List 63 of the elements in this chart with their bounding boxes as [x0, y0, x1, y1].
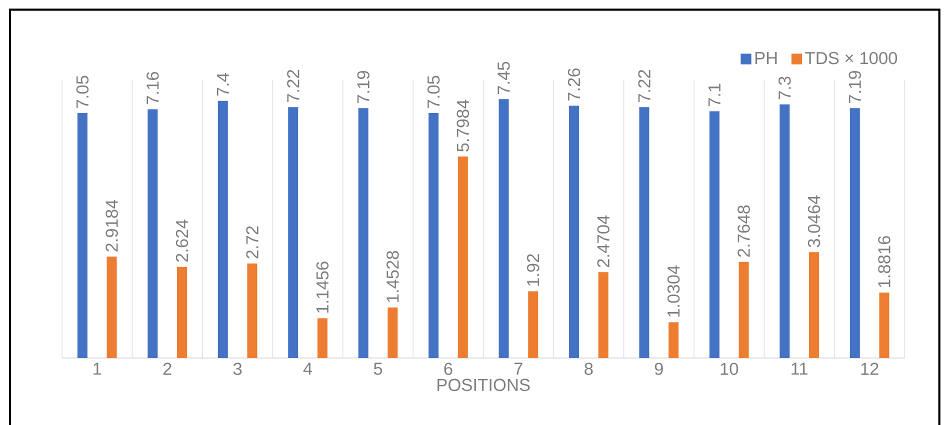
- data-label: 1.1456: [316, 262, 329, 313]
- legend-label: PH: [755, 52, 777, 64]
- data-label: 7.3: [778, 76, 791, 100]
- bar: [428, 113, 439, 358]
- bar: [458, 156, 468, 358]
- data-label: 2.9184: [106, 200, 118, 252]
- data-label: 2.4704: [597, 215, 610, 268]
- bar: [218, 100, 228, 358]
- bar: [528, 291, 538, 358]
- bar: [738, 262, 749, 358]
- data-label: 7.45: [498, 62, 510, 94]
- x-tick-label: 9: [654, 362, 663, 375]
- x-tick-label: 3: [233, 362, 242, 375]
- legend-label: TDS × 1000: [805, 52, 898, 64]
- data-label: 1.0304: [667, 265, 680, 317]
- data-label: 7.4: [216, 72, 229, 96]
- bar: [77, 113, 88, 358]
- data-label: 7.05: [76, 76, 89, 108]
- data-label: 2.72: [246, 226, 258, 258]
- x-tick-label: 7: [514, 362, 522, 375]
- x-tick-label: 10: [720, 362, 738, 375]
- bar: [388, 308, 398, 358]
- bar: [317, 318, 328, 358]
- bar: [780, 104, 790, 358]
- bar: [358, 108, 368, 358]
- data-label: 1.8816: [878, 236, 890, 288]
- data-label: 2.624: [176, 220, 188, 262]
- x-tick-label: 1: [94, 362, 102, 375]
- data-label: 2.7648: [738, 205, 750, 257]
- data-label: 7.19: [848, 70, 862, 103]
- bar: [809, 252, 820, 358]
- data-label: 7.22: [638, 70, 650, 102]
- bar: [850, 108, 860, 358]
- bar: [498, 99, 509, 358]
- data-label: 1.92: [526, 254, 540, 286]
- data-label: 1.4528: [386, 250, 399, 302]
- bar: [879, 292, 890, 358]
- x-tick-label: 12: [861, 362, 878, 375]
- data-label: 7.05: [427, 76, 440, 108]
- x-tick-label: 6: [444, 362, 452, 375]
- data-label: 7.26: [568, 68, 580, 101]
- bar: [569, 106, 580, 358]
- bar: [247, 263, 258, 358]
- x-tick-label: 4: [303, 362, 312, 375]
- data-label: 3.0464: [808, 195, 820, 248]
- bar: [106, 256, 117, 358]
- bar: [177, 266, 187, 358]
- x-axis-title: POSITIONS: [438, 378, 530, 392]
- bar: [148, 109, 158, 358]
- data-label: 5.7984: [456, 100, 470, 152]
- x-tick-label: 5: [374, 362, 382, 375]
- bar: [709, 111, 720, 358]
- data-label: 7.16: [146, 72, 159, 104]
- bar: [639, 107, 650, 358]
- data-label: 7.22: [287, 70, 300, 102]
- data-label: 7.19: [357, 70, 370, 103]
- bar: [598, 272, 608, 358]
- x-tick-label: 11: [792, 362, 808, 375]
- data-label: 7.1: [708, 84, 720, 106]
- bar: [668, 322, 679, 358]
- bar: [288, 107, 298, 358]
- x-tick-label: 8: [584, 362, 593, 375]
- x-tick-label: 2: [163, 362, 172, 375]
